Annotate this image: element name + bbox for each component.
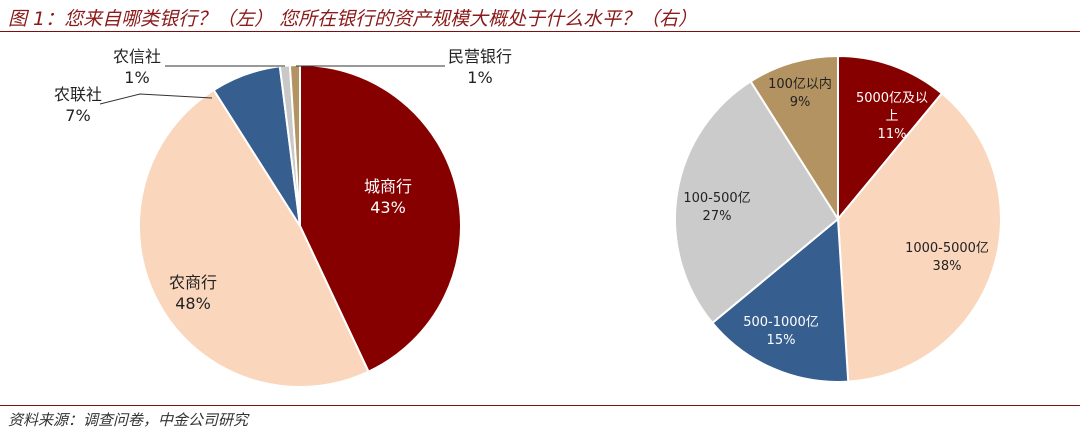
figure-title: 图 1：您来自哪类银行？（左） 您所在银行的资产规模大概处于什么水平？（右） bbox=[8, 8, 698, 30]
pie-2-label-2: 1000-5000亿 bbox=[905, 241, 989, 256]
pie-1-slice-2 bbox=[137, 88, 370, 388]
source-note: 资料来源：调查问卷，中金公司研究 bbox=[8, 411, 249, 429]
pie-1-label-3: 农联社 bbox=[54, 85, 102, 104]
pie-1-value-2: 48% bbox=[175, 294, 211, 313]
pie-2-label-4: 100-500亿 bbox=[683, 191, 750, 206]
pie-1-leader-3 bbox=[99, 93, 213, 105]
pie-2-label-1: 上 bbox=[885, 109, 898, 124]
pie-2-value-5: 9% bbox=[790, 95, 811, 110]
pie-1-value-5: 1% bbox=[467, 68, 492, 87]
pie-2-slice-1 bbox=[837, 54, 944, 222]
pie-1-slice-1 bbox=[299, 63, 462, 374]
pie-2-value-4: 27% bbox=[703, 209, 732, 224]
pie-2-label-5: 100亿以内 bbox=[768, 76, 832, 92]
pie-1-value-3: 7% bbox=[65, 106, 90, 125]
pie-1-label-2: 农商行 bbox=[169, 273, 217, 292]
pie-1-label-5: 民营银行 bbox=[448, 47, 512, 66]
top-rule bbox=[0, 31, 1080, 32]
pie-chart-1: 城商行 43% 农商行 48% 农联社 7% 农信社 1% 民营银行 1% bbox=[54, 47, 512, 388]
pie-2-value-3: 15% bbox=[767, 333, 796, 348]
pie-2-value-1: 11% bbox=[878, 127, 907, 142]
pie-1-label-4: 农信社 bbox=[113, 47, 161, 66]
pie-2-label-3: 500-1000亿 bbox=[743, 315, 819, 330]
pie-2-slice-4 bbox=[674, 79, 840, 325]
pie-2-label-1: 5000亿及以 bbox=[856, 91, 928, 106]
pie-1-value-4: 1% bbox=[124, 68, 149, 87]
pie-1-value-1: 43% bbox=[370, 198, 406, 217]
pie-1-label-1: 城商行 bbox=[364, 177, 412, 196]
pie-2-slice-3 bbox=[711, 216, 850, 384]
pie-2-slice-2 bbox=[836, 92, 1002, 383]
bottom-rule bbox=[0, 405, 1080, 406]
pie-2-slice-5 bbox=[749, 54, 839, 223]
pie-1-slice-5 bbox=[288, 63, 301, 227]
pie-2-value-2: 38% bbox=[933, 259, 962, 274]
